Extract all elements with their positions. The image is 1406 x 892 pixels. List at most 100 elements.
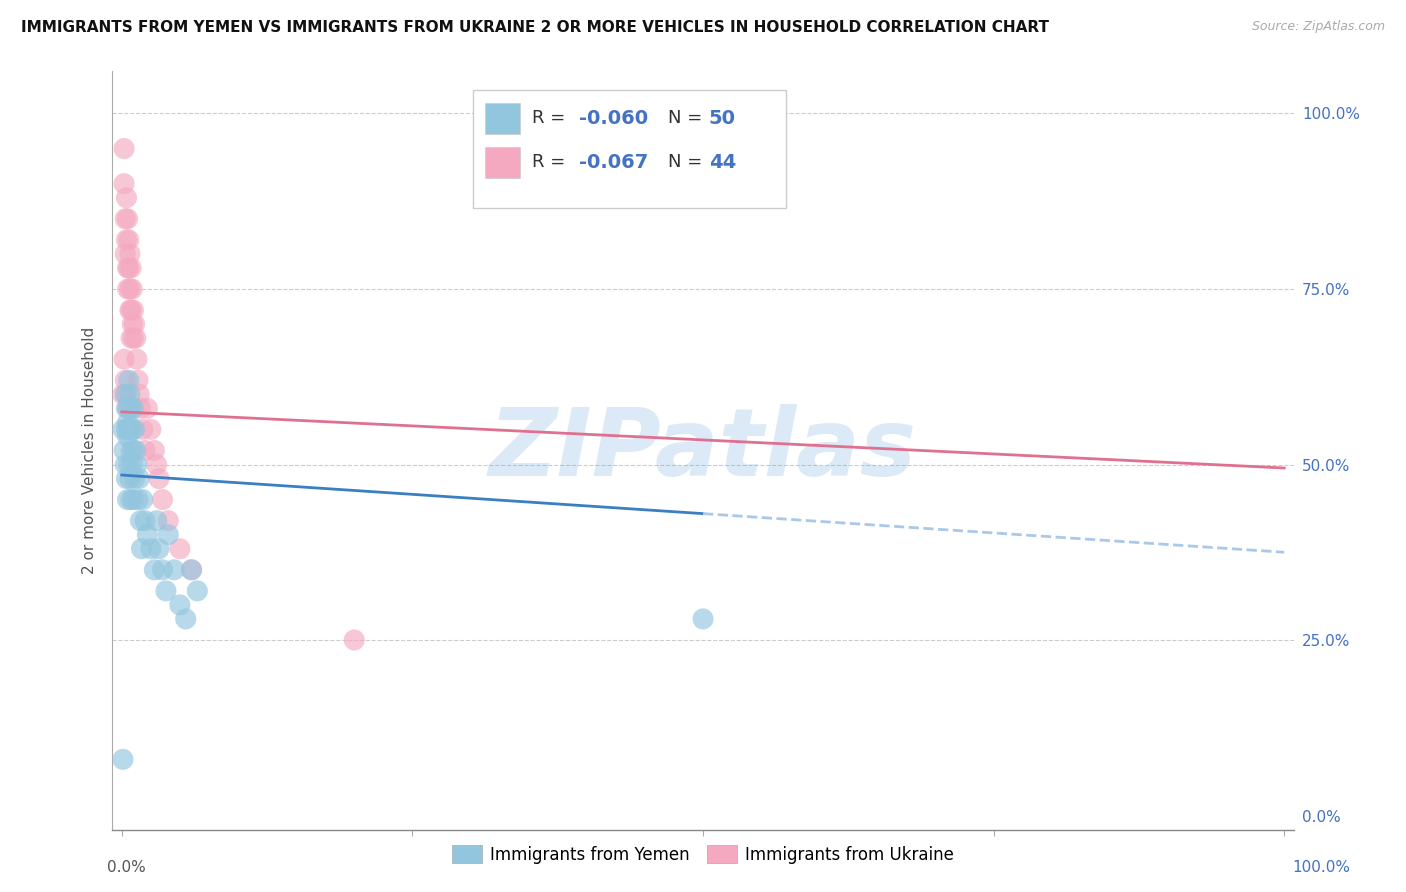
- Point: [120, 331, 142, 345]
- Point: [143, 563, 166, 577]
- Text: ZIPatlas: ZIPatlas: [489, 404, 917, 497]
- Point: [169, 598, 191, 612]
- Point: [343, 633, 366, 648]
- Text: 100.0%: 100.0%: [1292, 860, 1351, 874]
- Point: [157, 514, 180, 528]
- Point: [114, 211, 136, 226]
- Point: [124, 471, 146, 485]
- Point: [155, 583, 177, 598]
- Point: [128, 471, 150, 485]
- Point: [122, 492, 145, 507]
- Text: 50: 50: [709, 109, 735, 128]
- Point: [122, 331, 145, 345]
- Point: [118, 233, 141, 247]
- Point: [122, 303, 145, 318]
- Point: [180, 563, 202, 577]
- Point: [122, 401, 145, 416]
- Point: [180, 563, 202, 577]
- Point: [129, 401, 152, 416]
- Point: [118, 282, 141, 296]
- Point: [111, 387, 134, 401]
- Point: [139, 541, 162, 556]
- Point: [120, 260, 142, 275]
- Point: [118, 471, 141, 485]
- Point: [122, 443, 145, 458]
- Point: [136, 401, 159, 416]
- Point: [112, 177, 135, 191]
- Point: [114, 247, 136, 261]
- Point: [145, 514, 167, 528]
- Point: [174, 612, 197, 626]
- Point: [117, 429, 139, 443]
- Text: R =: R =: [531, 110, 571, 128]
- Point: [136, 527, 159, 541]
- Point: [120, 303, 142, 318]
- Point: [115, 387, 138, 401]
- Text: Source: ZipAtlas.com: Source: ZipAtlas.com: [1251, 20, 1385, 33]
- Point: [157, 527, 180, 541]
- Point: [118, 422, 141, 436]
- Point: [148, 541, 170, 556]
- Point: [169, 541, 191, 556]
- Point: [121, 317, 143, 331]
- Point: [121, 282, 143, 296]
- Point: [115, 422, 138, 436]
- Point: [112, 443, 135, 458]
- FancyBboxPatch shape: [485, 103, 520, 134]
- Point: [131, 422, 153, 436]
- FancyBboxPatch shape: [485, 147, 520, 178]
- Point: [112, 142, 135, 156]
- Point: [111, 422, 134, 436]
- Point: [120, 401, 142, 416]
- Point: [115, 191, 138, 205]
- Text: R =: R =: [531, 153, 571, 171]
- Point: [134, 443, 156, 458]
- Point: [128, 387, 150, 401]
- Point: [125, 458, 148, 472]
- Text: 0.0%: 0.0%: [107, 860, 146, 874]
- Point: [129, 514, 152, 528]
- Point: [186, 583, 208, 598]
- Point: [117, 211, 139, 226]
- Point: [125, 443, 148, 458]
- Point: [117, 282, 139, 296]
- Point: [115, 401, 138, 416]
- Point: [163, 563, 186, 577]
- Point: [120, 443, 142, 458]
- Point: [117, 260, 139, 275]
- Text: N =: N =: [668, 110, 707, 128]
- Point: [152, 563, 174, 577]
- Point: [118, 387, 141, 401]
- Point: [125, 352, 148, 367]
- Point: [114, 387, 136, 401]
- Text: N =: N =: [668, 153, 707, 171]
- Point: [692, 612, 714, 626]
- Point: [118, 458, 141, 472]
- Point: [124, 422, 146, 436]
- Point: [118, 247, 141, 261]
- Point: [127, 373, 149, 387]
- Point: [152, 492, 174, 507]
- FancyBboxPatch shape: [472, 90, 786, 208]
- Point: [124, 317, 146, 331]
- Point: [120, 492, 142, 507]
- Text: IMMIGRANTS FROM YEMEN VS IMMIGRANTS FROM UKRAINE 2 OR MORE VEHICLES IN HOUSEHOLD: IMMIGRANTS FROM YEMEN VS IMMIGRANTS FROM…: [21, 20, 1049, 35]
- Point: [118, 401, 141, 416]
- Point: [139, 422, 162, 436]
- Point: [148, 471, 170, 485]
- Point: [131, 492, 153, 507]
- Point: [118, 373, 141, 387]
- Y-axis label: 2 or more Vehicles in Household: 2 or more Vehicles in Household: [82, 326, 97, 574]
- Point: [115, 471, 138, 485]
- Point: [118, 303, 141, 318]
- Point: [145, 458, 167, 472]
- Text: -0.067: -0.067: [579, 153, 648, 172]
- Point: [143, 443, 166, 458]
- Point: [112, 352, 135, 367]
- Point: [115, 233, 138, 247]
- Point: [117, 492, 139, 507]
- Point: [114, 373, 136, 387]
- Point: [117, 416, 139, 430]
- Point: [121, 458, 143, 472]
- Point: [127, 492, 149, 507]
